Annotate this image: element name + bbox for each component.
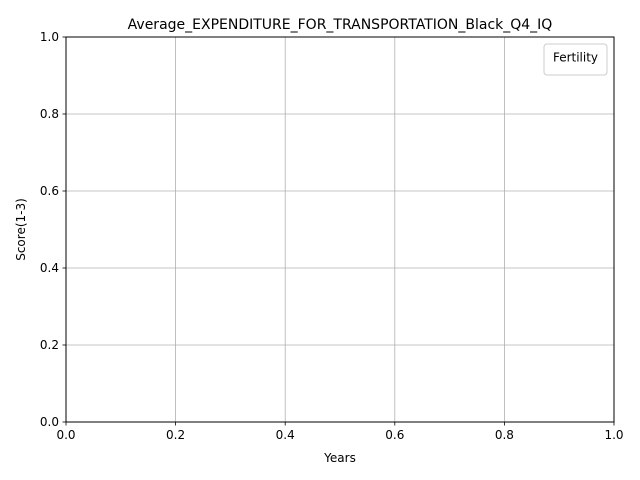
y-tick-label: 0.8	[40, 107, 59, 121]
x-axis-label: Years	[323, 451, 356, 465]
legend: Fertility	[543, 43, 608, 76]
x-tick-label: 0.2	[166, 428, 185, 442]
plot-area	[66, 37, 614, 422]
x-tick-label: 0.6	[385, 428, 404, 442]
plot-frame	[65, 36, 615, 423]
y-tick-label: 0.6	[40, 184, 59, 198]
x-tick-label: 1.0	[604, 428, 623, 442]
x-axis-ticks: 0.0 0.2 0.4 0.6 0.8 1.0	[56, 422, 624, 442]
legend-title: Fertility	[553, 51, 598, 65]
x-tick-label: 0.4	[276, 428, 295, 442]
y-tick-label: 0.2	[40, 338, 59, 352]
y-tick-label: 0.0	[40, 415, 59, 429]
x-tick-label: 0.8	[495, 428, 514, 442]
chart-title: Average_EXPENDITURE_FOR_TRANSPORTATION_B…	[128, 17, 553, 33]
grid	[65, 36, 615, 423]
y-tick-label: 0.4	[40, 261, 59, 275]
x-tick-label: 0.0	[56, 428, 75, 442]
legend-box	[543, 43, 608, 76]
y-tick-label: 1.0	[40, 30, 59, 44]
y-axis-ticks: 0.0 0.2 0.4 0.6 0.8 1.0	[40, 30, 66, 429]
y-axis-label: Score(1-3)	[14, 198, 28, 261]
